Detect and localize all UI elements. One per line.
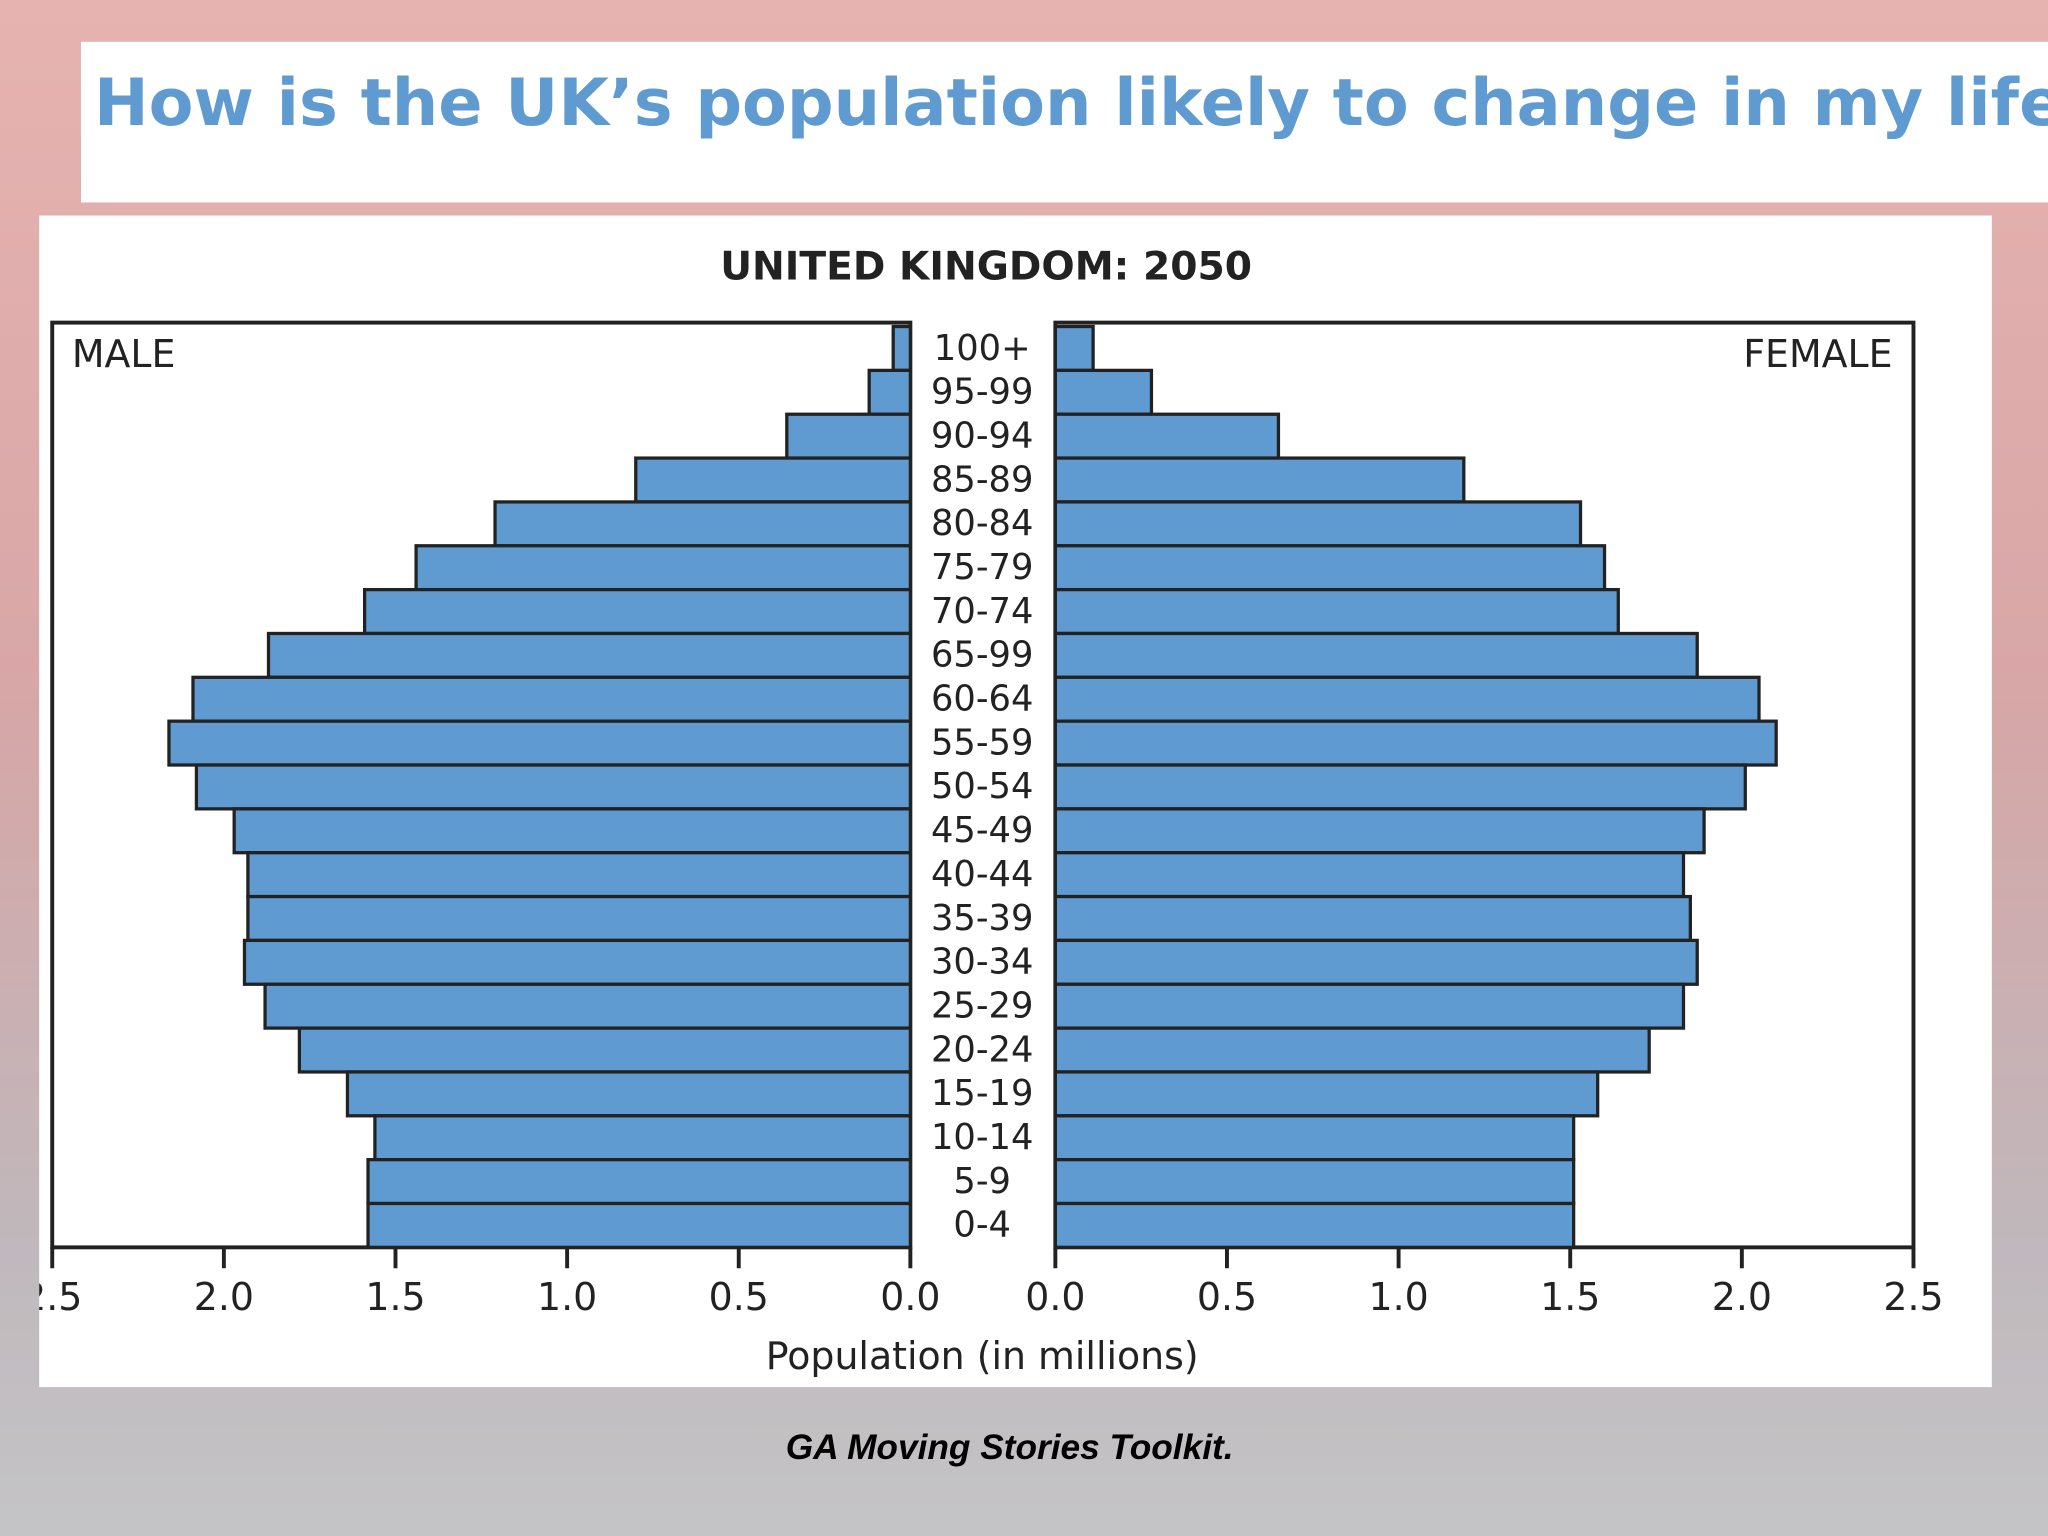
bar [634, 456, 913, 504]
bar [1053, 1158, 1576, 1206]
legend-label: FEMALE [1743, 332, 1892, 376]
y-tick-label: 35-39 [931, 898, 1033, 939]
bar [366, 1158, 912, 1206]
y-tick-label: 55-59 [931, 722, 1033, 763]
bar [362, 587, 912, 636]
bar [1053, 544, 1607, 592]
bar [373, 1114, 912, 1162]
bar [1053, 675, 1761, 723]
bar [297, 1026, 912, 1074]
bar [414, 544, 912, 592]
bar [1053, 500, 1583, 548]
y-tick-label: 95-99 [931, 372, 1033, 413]
x-tick-label: 0.0 [880, 1275, 940, 1319]
bar [1053, 719, 1778, 767]
bar [1053, 1070, 1600, 1118]
y-tick-label: 0-4 [953, 1205, 1011, 1246]
y-tick-label: 90-94 [931, 415, 1033, 456]
x-axis-label: Population (in millions) [766, 1334, 1199, 1378]
bar [1053, 412, 1281, 460]
y-tick-label: 65-99 [931, 635, 1033, 676]
bar [891, 324, 912, 373]
y-tick-label: 80-84 [931, 503, 1033, 544]
bar [1053, 894, 1692, 943]
y-tick-label: 100+ [934, 328, 1031, 369]
bar [1053, 851, 1686, 899]
y-tick-label: 20-24 [931, 1029, 1033, 1070]
bar [1053, 763, 1747, 811]
y-tick-label: 40-44 [931, 854, 1033, 895]
bar [246, 894, 913, 943]
bar [246, 851, 913, 899]
bar [194, 763, 913, 811]
y-tick-label: 85-89 [931, 459, 1033, 500]
bar [1053, 807, 1706, 855]
chart: UNITED KINGDOM: 2050 Population (in mill… [22, 245, 1943, 1378]
bar [263, 982, 912, 1030]
bar [1053, 1114, 1576, 1162]
bar [1053, 324, 1095, 373]
x-tick-label: 2.0 [1712, 1275, 1772, 1319]
bar [785, 412, 913, 460]
x-tick-label: 1.5 [1540, 1275, 1600, 1319]
bar [191, 675, 913, 723]
bar [232, 807, 912, 855]
y-tick-label: 70-74 [931, 591, 1033, 632]
bar [1053, 938, 1699, 986]
slide-title: How is the UK’s population likely to cha… [94, 65, 2048, 141]
x-tick-label: 2.5 [1883, 1275, 1943, 1319]
x-tick-label: 0.0 [1025, 1275, 1085, 1319]
bar [867, 368, 912, 416]
bar [366, 1201, 912, 1249]
x-tick-label: 1.0 [1368, 1275, 1428, 1319]
bar [1053, 1201, 1576, 1249]
bar [1053, 368, 1154, 416]
bar [242, 938, 912, 986]
footer: GA Moving Stories Toolkit. [786, 1428, 1234, 1467]
y-tick-label: 25-29 [931, 985, 1033, 1026]
x-tick-label: 1.0 [537, 1275, 597, 1319]
legend-label: MALE [72, 332, 176, 376]
y-tick-label: 15-19 [931, 1073, 1033, 1114]
chart-title: UNITED KINGDOM: 2050 [720, 245, 1252, 290]
bar [1053, 1026, 1651, 1074]
bar [167, 719, 913, 767]
y-tick-label: 75-79 [931, 547, 1033, 588]
bar [493, 500, 912, 548]
y-tick-label: 50-54 [931, 766, 1033, 807]
y-tick-label: 45-49 [931, 810, 1033, 851]
x-tick-label: 2.5 [22, 1275, 82, 1319]
bar [1053, 631, 1699, 679]
bar [1053, 456, 1466, 504]
y-tick-label: 10-14 [931, 1117, 1033, 1158]
x-tick-label: 1.5 [365, 1275, 425, 1319]
y-tick-label: 30-34 [931, 942, 1033, 983]
x-tick-label: 0.5 [1197, 1275, 1257, 1319]
bar [1053, 982, 1686, 1030]
bar [266, 631, 912, 679]
bar [1053, 587, 1620, 636]
x-tick-label: 0.5 [709, 1275, 769, 1319]
bar [345, 1070, 912, 1118]
x-tick-label: 2.0 [194, 1275, 254, 1319]
y-tick-label: 5-9 [953, 1161, 1011, 1202]
y-tick-label: 60-64 [931, 679, 1033, 720]
title-box [80, 41, 2048, 203]
